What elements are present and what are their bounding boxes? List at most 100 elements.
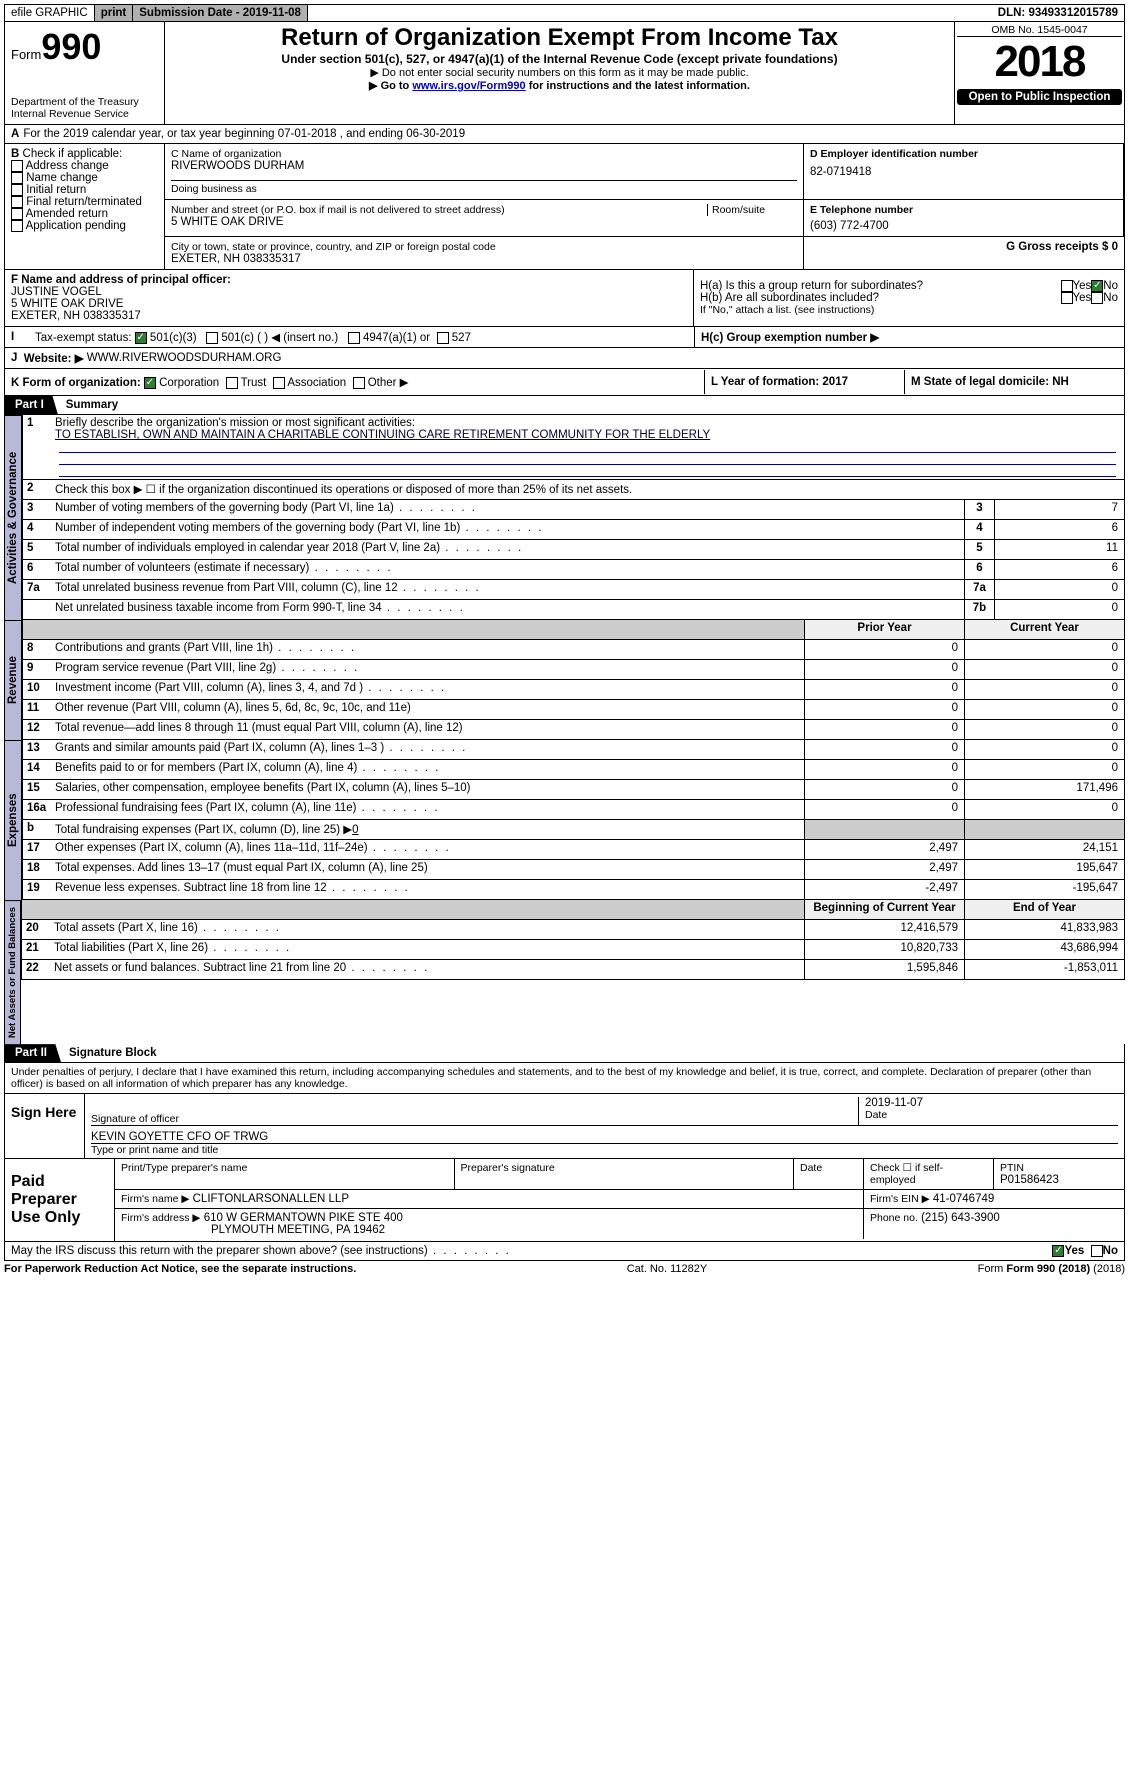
initial-return-checkbox[interactable] [11, 184, 23, 196]
l7a-text: Total unrelated business revenue from Pa… [51, 580, 964, 599]
l12: Total revenue—add lines 8 through 11 (mu… [51, 720, 804, 739]
officer-addr1: 5 WHITE OAK DRIVE [11, 298, 687, 310]
opt-name: Name change [26, 172, 98, 184]
hb-yes: Yes [1073, 292, 1092, 304]
i-4947: 4947(a)(1) or [363, 332, 430, 344]
addr-change-checkbox[interactable] [11, 160, 23, 172]
topbar-spacer [308, 5, 992, 21]
topbar: efile GRAPHIC print Submission Date - 20… [4, 4, 1125, 22]
f-label: F Name and address of principal officer: [11, 274, 687, 286]
firm-name-label: Firm's name ▶ [121, 1193, 189, 1205]
opt-addr: Address change [26, 160, 109, 172]
i-501c-checkbox[interactable] [206, 332, 218, 344]
k-other-checkbox[interactable] [353, 377, 365, 389]
form-header: Form990 Department of the Treasury Inter… [4, 22, 1125, 125]
l16a: Professional fundraising fees (Part IX, … [51, 800, 804, 819]
print-button[interactable]: print [95, 5, 134, 21]
v5: 11 [994, 540, 1124, 559]
city-value: EXETER, NH 038335317 [171, 253, 797, 265]
goto-suffix: for instructions and the latest informat… [526, 80, 750, 92]
ha-no: No [1103, 280, 1118, 292]
line-a-text: For the 2019 calendar year, or tax year … [23, 128, 465, 140]
l-year: L Year of formation: 2017 [704, 370, 904, 394]
l9: Program service revenue (Part VIII, line… [51, 660, 804, 679]
e-phone-label: E Telephone number [810, 204, 1117, 216]
efile-label: efile GRAPHIC [5, 5, 95, 21]
firm-addr-label: Firm's address ▶ [121, 1212, 201, 1224]
tax-year: 2018 [957, 37, 1122, 87]
l16b-label: Total fundraising expenses (Part IX, col… [55, 824, 352, 836]
l20: Total assets (Part X, line 16) [50, 920, 804, 939]
p19: -2,497 [804, 880, 964, 899]
l1-label: Briefly describe the organization's miss… [55, 417, 415, 429]
dept-treasury: Department of the Treasury [11, 96, 158, 108]
firm-ein: 41-0746749 [933, 1193, 994, 1205]
l21: Total liabilities (Part X, line 26) [50, 940, 804, 959]
c8: 0 [964, 640, 1124, 659]
prep-name-hdr: Print/Type preparer's name [115, 1159, 455, 1189]
c-name-label: C Name of organization [171, 148, 797, 160]
l8: Contributions and grants (Part VIII, lin… [51, 640, 804, 659]
m-state: M State of legal domicile: NH [904, 370, 1124, 394]
p13: 0 [804, 740, 964, 759]
b20: 12,416,579 [804, 920, 964, 939]
app-pending-checkbox[interactable] [11, 220, 23, 232]
name-change-checkbox[interactable] [11, 172, 23, 184]
p8: 0 [804, 640, 964, 659]
discuss-yes-checkbox[interactable]: ✓ [1052, 1245, 1064, 1257]
l3-text: Number of voting members of the governin… [51, 500, 964, 519]
c12: 0 [964, 720, 1124, 739]
i-501c3-checkbox[interactable]: ✓ [135, 332, 147, 344]
ein-value: 82-0719418 [810, 166, 1117, 178]
self-employed-check: Check ☐ if self-employed [864, 1159, 994, 1189]
p9: 0 [804, 660, 964, 679]
hb-no-checkbox[interactable] [1091, 292, 1103, 304]
e21: 43,686,994 [964, 940, 1124, 959]
b21: 10,820,733 [804, 940, 964, 959]
amended-checkbox[interactable] [11, 208, 23, 220]
firm-addr1: 610 W GERMANTOWN PIKE STE 400 [204, 1212, 403, 1224]
discuss-yes: Yes [1064, 1245, 1084, 1257]
paid-preparer-label: Paid Preparer Use Only [5, 1159, 115, 1241]
g-gross-receipts: G Gross receipts $ 0 [810, 241, 1118, 253]
open-inspection-badge: Open to Public Inspection [957, 89, 1122, 105]
firm-addr2: PLYMOUTH MEETING, PA 19462 [121, 1224, 857, 1236]
officer-printed-name: KEVIN GOYETTE CFO OF TRWG [91, 1131, 1118, 1143]
l13: Grants and similar amounts paid (Part IX… [51, 740, 804, 759]
prior-year-hdr: Prior Year [804, 620, 964, 639]
hb-label: H(b) Are all subordinates included? [700, 292, 1061, 304]
l6-text: Total number of volunteers (estimate if … [51, 560, 964, 579]
submission-date-button[interactable]: Submission Date - 2019-11-08 [133, 5, 308, 21]
c11: 0 [964, 700, 1124, 719]
p14: 0 [804, 760, 964, 779]
perjury-text: Under penalties of perjury, I declare th… [4, 1063, 1125, 1094]
k-corp-checkbox[interactable]: ✓ [144, 377, 156, 389]
k-assoc-checkbox[interactable] [273, 377, 285, 389]
hb-note: If "No," attach a list. (see instruction… [700, 304, 1118, 316]
k-assoc: Association [287, 377, 346, 389]
l18: Total expenses. Add lines 13–17 (must eq… [51, 860, 804, 879]
irs-link[interactable]: www.irs.gov/Form990 [412, 80, 525, 92]
j-label: Website: ▶ [24, 351, 84, 365]
ha-no-checkbox[interactable]: ✓ [1091, 280, 1103, 292]
v3: 7 [994, 500, 1124, 519]
i-527-checkbox[interactable] [437, 332, 449, 344]
sign-here-label: Sign Here [5, 1094, 85, 1158]
omb-number: OMB No. 1545-0047 [957, 24, 1122, 37]
final-return-checkbox[interactable] [11, 196, 23, 208]
i-4947-checkbox[interactable] [348, 332, 360, 344]
p11: 0 [804, 700, 964, 719]
e22: -1,853,011 [964, 960, 1124, 979]
hb-yes-checkbox[interactable] [1061, 292, 1073, 304]
sig-date-label: Date [865, 1109, 1118, 1121]
firm-name: CLIFTONLARSONALLEN LLP [193, 1193, 349, 1205]
c9: 0 [964, 660, 1124, 679]
k-trust-checkbox[interactable] [226, 377, 238, 389]
ptin-hdr: PTIN [1000, 1162, 1118, 1174]
discuss-no-checkbox[interactable] [1091, 1245, 1103, 1257]
form-subtitle: Under section 501(c), 527, or 4947(a)(1)… [173, 52, 946, 66]
l22: Net assets or fund balances. Subtract li… [50, 960, 804, 979]
ha-yes-checkbox[interactable] [1061, 280, 1073, 292]
footer-mid: Cat. No. 11282Y [627, 1263, 708, 1275]
part2-tab: Part II [5, 1044, 61, 1062]
